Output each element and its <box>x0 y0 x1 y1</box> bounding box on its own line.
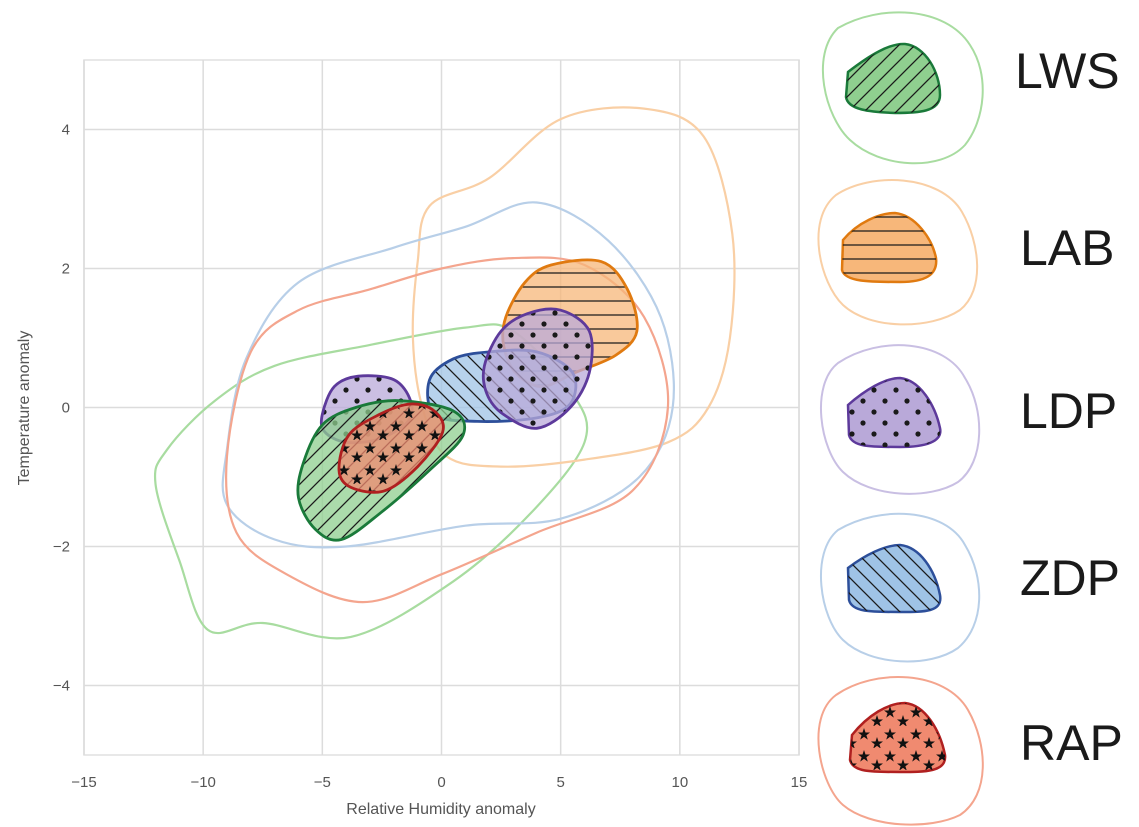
y-tick-label: 2 <box>62 261 70 278</box>
legend-lab-outer-contour <box>817 179 979 326</box>
legend-item-rap: RAP <box>817 676 1123 826</box>
legend-label-ldp: LDP <box>1020 383 1117 439</box>
legend-item-ldp: LDP <box>819 344 1117 495</box>
legend-label-lws: LWS <box>1015 43 1120 99</box>
x-tick-label: 0 <box>437 774 445 791</box>
legend: LWS LAB LDP ZDP RAP <box>817 11 1123 826</box>
inner-hatch-ldp-1 <box>483 309 593 429</box>
legend-label-lab: LAB <box>1020 220 1115 276</box>
inner-contours <box>296 258 639 542</box>
legend-label-zdp: ZDP <box>1020 550 1120 606</box>
legend-ldp-outer-contour <box>819 344 981 495</box>
x-tick-label: 5 <box>556 774 564 791</box>
legend-item-lab: LAB <box>817 179 1115 326</box>
inner-contour-rap-0 <box>337 402 445 494</box>
legend-lws-outer-contour <box>822 11 984 165</box>
legend-zdp-outer-contour <box>819 512 981 663</box>
outer-contour-rap <box>224 256 670 604</box>
y-tick-label: −2 <box>53 539 70 556</box>
x-tick-label: −5 <box>314 774 331 791</box>
outer-contour-zdp <box>221 201 675 549</box>
x-tick-label: 15 <box>791 774 808 791</box>
y-tick-label: 4 <box>62 122 70 139</box>
legend-label-rap: RAP <box>1020 715 1123 771</box>
legend-rap-swatch-hatch <box>850 703 946 772</box>
legend-item-lws: LWS <box>822 11 1120 165</box>
inner-contour-ldp-1 <box>481 307 594 430</box>
y-tick-labels: −4 −2 0 2 4 <box>53 122 70 695</box>
inner-contour-lws-0 <box>296 399 467 542</box>
y-tick-label: 0 <box>62 400 70 417</box>
legend-item-zdp: ZDP <box>819 512 1120 663</box>
outer-contour-lws <box>153 323 589 640</box>
x-axis-label: Relative Humidity anomaly <box>346 801 535 818</box>
legend-lab-swatch-hatch <box>842 213 937 282</box>
inner-hatch-rap-0 <box>338 403 444 493</box>
legend-ldp-swatch-hatch <box>848 378 941 447</box>
legend-zdp-swatch-hatch <box>848 545 941 612</box>
x-tick-label: −15 <box>71 774 96 791</box>
y-tick-label: −4 <box>53 678 70 695</box>
legend-lws-swatch-hatch <box>846 43 940 113</box>
x-tick-label: −10 <box>190 774 215 791</box>
y-axis-label: Temperature anomaly <box>16 331 33 486</box>
x-tick-labels: −15 −10 −5 0 5 10 15 <box>71 774 807 791</box>
x-tick-label: 10 <box>671 774 688 791</box>
legend-rap-outer-contour <box>817 676 984 826</box>
